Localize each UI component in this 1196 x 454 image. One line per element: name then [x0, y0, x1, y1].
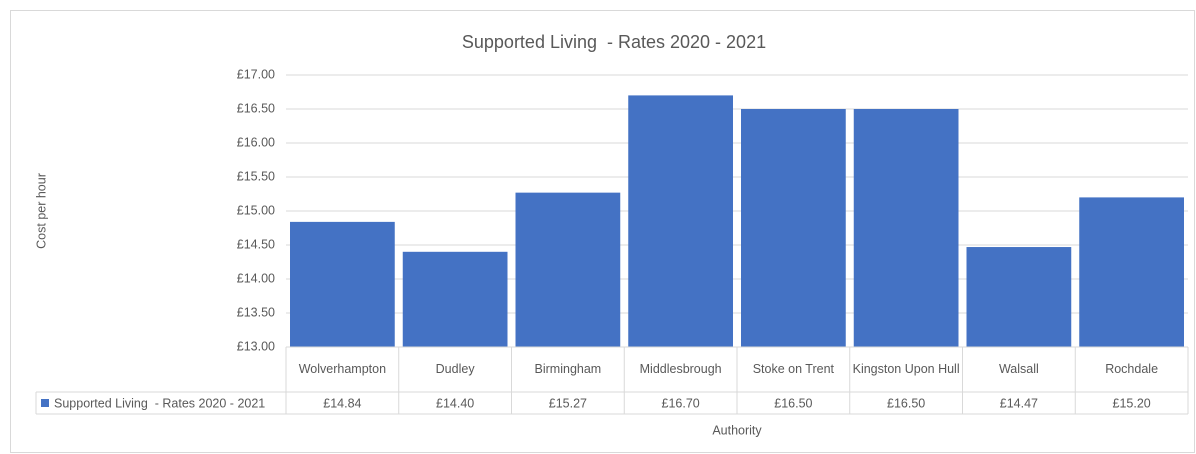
category-cell: Rochdale	[1105, 362, 1159, 376]
category-cell: Kingston Upon Hull	[852, 362, 960, 376]
category-cell: Dudley	[435, 362, 475, 376]
category-cell: Middlesbrough	[639, 362, 722, 376]
bar	[853, 109, 959, 347]
data-table-value: £16.50	[774, 396, 812, 410]
category-cell: Walsall	[998, 362, 1039, 376]
category-cell: Wolverhampton	[298, 362, 387, 376]
x-tick-label: Middlesbrough	[639, 362, 722, 376]
y-tick-label: £14.00	[237, 271, 275, 285]
data-table-value: £15.27	[549, 396, 587, 410]
data-table-value: £14.40	[436, 396, 474, 410]
x-tick-label: Birmingham	[534, 362, 602, 376]
legend-key	[41, 399, 49, 407]
bar	[966, 247, 1072, 347]
x-tick-label: Rochdale	[1105, 362, 1159, 376]
legend-label: Supported Living - Rates 2020 - 2021	[54, 396, 265, 410]
x-tick-label: Kingston Upon Hull	[852, 362, 960, 376]
y-tick-label: £13.50	[237, 305, 275, 319]
data-table-value: £14.84	[323, 396, 361, 410]
bar	[628, 95, 733, 348]
y-tick-label: £15.50	[237, 169, 275, 183]
bar	[1079, 197, 1184, 347]
x-axis-title: Authority	[712, 423, 762, 437]
y-tick-label: £16.00	[237, 135, 275, 149]
data-table-value: £15.20	[1113, 396, 1151, 410]
y-tick-label: £15.00	[237, 203, 275, 217]
x-tick-label: Stoke on Trent	[752, 362, 835, 376]
y-axis-title: Cost per hour	[34, 173, 48, 249]
bar	[402, 251, 508, 347]
y-tick-label: £17.00	[237, 67, 275, 81]
data-table-value: £14.47	[1000, 396, 1038, 410]
bar	[515, 192, 621, 347]
y-tick-label: £14.50	[237, 237, 275, 251]
x-tick-label: Wolverhampton	[298, 362, 387, 376]
y-tick-label: £13.00	[237, 339, 275, 353]
bar	[290, 221, 395, 347]
category-cell: Birmingham	[534, 362, 602, 376]
chart-title: Supported Living - Rates 2020 - 2021	[462, 32, 766, 52]
data-table-value: £16.70	[662, 396, 700, 410]
x-tick-label: Walsall	[998, 362, 1039, 376]
x-tick-label: Dudley	[435, 362, 475, 376]
y-tick-label: £16.50	[237, 101, 275, 115]
bar	[741, 109, 846, 347]
category-cell: Stoke on Trent	[752, 362, 835, 376]
data-table-value: £16.50	[887, 396, 925, 410]
